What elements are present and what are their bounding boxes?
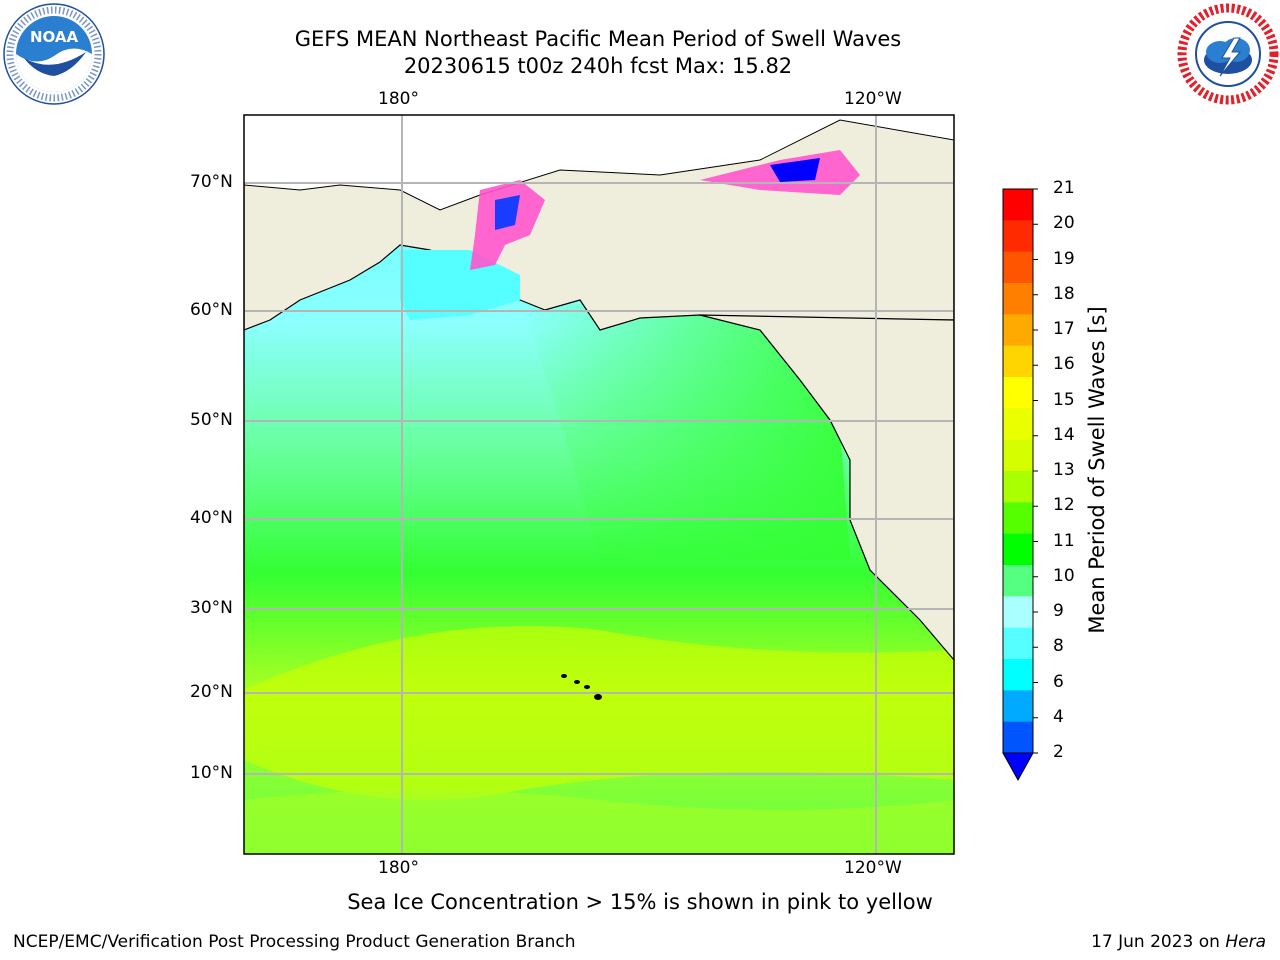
colorbar-title: Mean Period of Swell Waves [s] [1085,306,1109,634]
top-lon-label-180: 180° [378,89,419,109]
colorbar-tick-label: 21 [1053,178,1075,198]
colorbar-swatch [1003,596,1033,629]
bottom-lon-label-120w: 120°W [844,858,902,878]
graticule-lines [244,115,954,854]
colorbar-swatch [1003,690,1033,723]
hawaii-islands [561,674,602,700]
lat-label-50n: 50°N [190,410,233,430]
lat-label-40n: 40°N [190,508,233,528]
colorbar-swatch [1003,565,1033,597]
footer-date-text: 17 Jun 2023 on [1091,932,1226,952]
colorbar-swatch [1003,502,1033,535]
footer-credit: NCEP/EMC/Verification Post Processing Pr… [13,932,576,952]
colorbar [1002,188,1038,782]
colorbar-swatch [1003,251,1033,284]
colorbar-tick-label: 18 [1053,283,1075,304]
lat-label-70n: 70°N [190,172,233,192]
national-weather-service-logo [1176,2,1280,106]
bottom-lon-label-180: 180° [378,858,419,878]
lat-label-30n: 30°N [190,598,233,618]
colorbar-swatch [1003,471,1033,503]
colorbar-swatch [1003,314,1033,347]
colorbar-tick-label: 6 [1053,671,1064,692]
subtropical-swell-band [244,626,954,800]
colorbar-swatch [1003,721,1033,754]
beaufort-sea-ice-core [770,158,820,182]
colorbar-tick-label: 19 [1053,248,1075,269]
map-frame [243,114,955,855]
colorbar-swatch [1003,439,1033,472]
colorbar-tick-label: 8 [1053,636,1064,657]
footer-date: 17 Jun 2023 on Hera [1091,932,1266,952]
colorbar-tick-label: 12 [1053,495,1075,516]
top-lon-label-120w: 120°W [844,89,902,109]
colorbar-swatch [1003,627,1033,660]
colorbar-tick-label: 9 [1053,601,1064,621]
lat-label-10n: 10°N [190,763,233,783]
footer-host: Hera [1225,932,1266,952]
lat-label-60n: 60°N [190,300,233,320]
colorbar-swatch [1003,220,1033,253]
lat-label-20n: 20°N [190,682,233,702]
colorbar-tick-label: 2 [1053,742,1064,762]
colorbar-tick-label: 10 [1053,565,1075,586]
colorbar-tick-label: 20 [1053,213,1075,234]
noaa-logo: NOAA [2,2,106,106]
sea-ice-caption: Sea Ice Concentration > 15% is shown in … [347,890,933,914]
colorbar-swatch [1003,283,1033,315]
colorbar-tick-label: 11 [1053,530,1075,551]
colorbar-swatch [1003,189,1033,221]
colorbar-tick-label: 16 [1053,354,1075,375]
colorbar-swatch [1003,408,1033,441]
bering-strait-ice-core [495,195,520,230]
colorbar-tick-label: 14 [1053,424,1075,445]
chart-subtitle: 20230615 t00z 240h fcst Max: 15.82 [403,54,793,78]
colorbar-tick-label: 15 [1053,389,1075,410]
central-swell-patch [520,300,850,560]
colorbar-tick-label: 17 [1053,319,1075,339]
colorbar-under-triangle [1002,752,1034,782]
svg-text:NOAA: NOAA [30,28,79,46]
chart-title: GEFS MEAN Northeast Pacific Mean Period … [294,27,902,51]
colorbar-tick-label: 13 [1053,460,1075,480]
colorbar-swatch [1003,533,1033,566]
equatorial-swell-band [244,790,954,854]
colorbar-swatch [1003,377,1033,409]
colorbar-swatch [1003,659,1033,691]
bering-sea [400,250,520,320]
colorbar-swatch [1003,345,1033,378]
colorbar-tick-label: 4 [1053,706,1064,727]
